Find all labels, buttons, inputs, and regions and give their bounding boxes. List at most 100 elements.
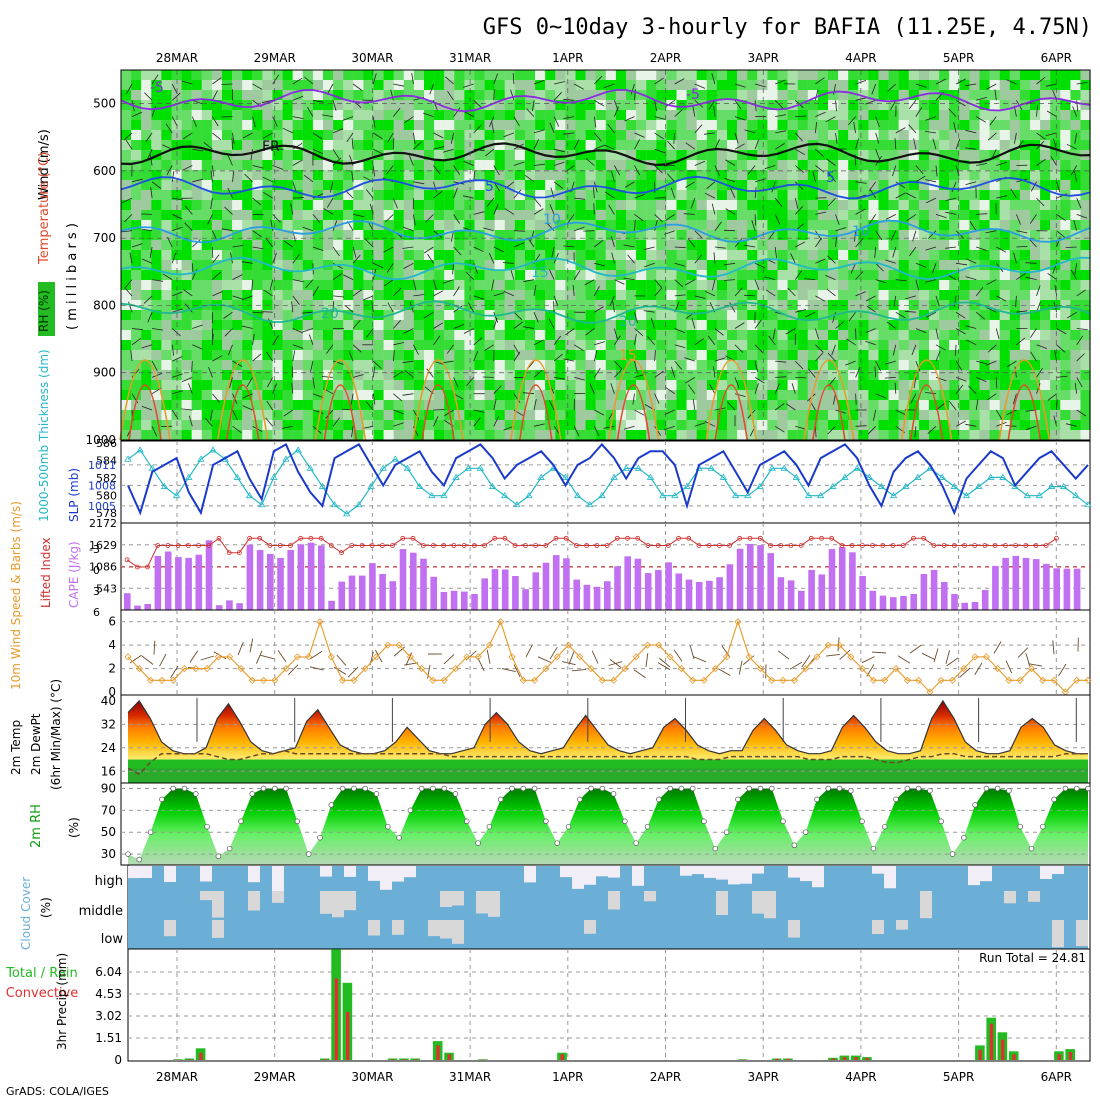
rh-cell [929,320,940,330]
rh-cell [312,70,324,80]
wind-barb [623,425,635,430]
rh-cell [1050,180,1061,190]
rh-cell [222,390,233,400]
wind-barb [654,116,666,120]
rh-cell [525,330,536,340]
rh-cell [807,350,818,360]
rh-cell [403,100,414,110]
rh-cell [363,70,374,80]
rh-cell [232,130,243,140]
rh-shading [121,70,1091,440]
wind-barb [730,187,736,199]
rh-cell [1040,420,1051,430]
rh-cell [504,350,515,360]
rh-cell [868,280,879,290]
wind-barb [594,75,603,85]
rh-cell [565,160,576,170]
wind-barb [774,197,783,207]
rh-cell [908,160,919,170]
wind-barb [372,366,376,378]
rh-cell [444,170,455,180]
rh-cell [434,80,445,90]
rh-cell [656,240,667,250]
wind-barb [948,401,957,411]
rh-cell [343,160,354,170]
rh-cell [979,430,990,440]
rh-cell [262,280,273,290]
wind-barb [976,163,988,166]
rh-cell [1040,400,1051,410]
rh-cell [575,230,586,240]
rh-cell [999,310,1010,320]
rh-cell [969,140,980,150]
wind-barb [513,344,520,355]
wind-barb [433,335,441,346]
rh-cell [232,80,243,90]
wind-barb [865,295,876,302]
rh-cell [969,240,980,250]
wind-barb [1036,383,1041,394]
rh-cell [737,160,748,170]
rh-cell [898,390,909,400]
rh-cell [595,110,606,120]
wind-barb [171,83,178,94]
rh-cell [777,260,788,270]
wind-barb [685,377,696,384]
rh-cell [1060,100,1071,110]
rh-cell [282,260,293,270]
rh-cell [686,380,697,390]
rh-cell [605,210,616,220]
rh-cell [828,410,839,420]
wind-barb [548,400,555,411]
rh-cell [676,330,687,340]
wind-barb [754,279,760,291]
wind-barb [267,377,274,388]
rh-cell [999,350,1010,360]
cape-bar [379,574,386,610]
rh-cell [999,410,1010,420]
cape-bar [787,580,795,610]
wind-barb [874,246,877,259]
rh-cell [242,150,253,160]
rh-cell [292,160,303,170]
cape-bar [614,566,621,610]
wind-barb [647,336,655,346]
wind-barb [925,131,937,134]
rh-cell [171,140,182,150]
wind-barb [207,214,213,225]
rh-cell [999,380,1010,390]
rh-cell [1060,220,1071,230]
rh-cell [737,80,748,90]
rh-cell [211,250,223,260]
wind-barb [1010,188,1017,199]
rh-cell [656,280,667,290]
rh-cell [656,180,667,190]
rh-cell [575,300,586,310]
wind-barb [1025,276,1037,280]
rh-cell [1060,240,1071,250]
rh-cell [898,310,909,320]
rh-cell [858,390,869,400]
rh-cell [767,390,778,400]
rh-cell [767,100,778,110]
wind-barb [463,83,474,88]
rh-cell [161,430,172,440]
rh-cell [918,420,930,430]
wind-barb [1076,409,1087,417]
wind-barb [413,132,416,144]
rh-cell [181,230,192,240]
wind-barb [352,254,361,264]
rh-cell [292,270,303,280]
rh-cell [727,230,738,240]
rh-cell [1060,430,1071,440]
cape-bar [644,573,652,610]
rh-cell [989,270,1000,280]
rh-cell [494,280,505,290]
wind-barb [948,108,957,117]
wind-barb [192,99,203,105]
rh-cell [565,210,576,220]
rh-cell [545,100,556,110]
rh-cell [252,250,263,260]
rh-cell [999,180,1010,190]
rh-cell [575,100,586,110]
